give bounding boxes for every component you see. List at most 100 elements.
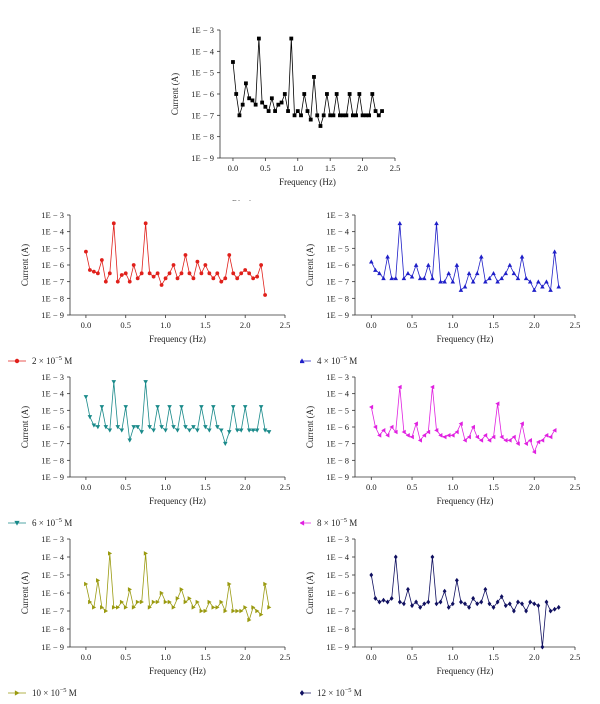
y-tick-label: 1E − 6 [326,422,349,432]
chart-panel: 1E − 3 1E − 4 1E − 5 1E − 6 1E − 7 1E − 8 1E −… [0,205,295,370]
data-point [491,434,496,440]
y-tick-label: 1E − 3 [41,534,64,544]
y-tick-label: 1E − 5 [326,405,349,415]
x-tick-label: 0.5 [120,482,131,492]
data-point [446,271,451,276]
data-point [450,279,456,284]
y-tick-label: 1E − 7 [326,439,349,449]
x-tick-label: 1.0 [447,320,458,330]
x-axis-label: Frequency (Hz) [437,334,494,344]
data-point [357,92,362,96]
data-point [462,284,468,289]
data-point [119,428,125,433]
data-point [495,599,500,605]
data-point [211,405,216,410]
data-point [434,428,439,433]
data-point [458,287,464,292]
data-point [354,113,359,118]
data-point [438,433,443,438]
chart-svg: 1E − 3 1E − 4 1E − 5 1E − 6 1E − 7 1E − 8 1E −… [8,372,290,528]
data-point [540,438,545,443]
data-point [262,428,268,433]
data-point [258,405,264,410]
chart-svg: 1E − 3 1E − 4 1E − 5 1E − 6 1E − 7 1E − 8 1E −… [8,534,291,698]
data-point [84,581,89,587]
data-point [410,603,414,609]
axis-lines [69,215,285,316]
data-point [253,102,258,107]
data-point [91,423,97,428]
data-point [255,274,260,279]
data-point [552,249,557,254]
data-point [393,554,398,560]
legend-marker [299,358,305,364]
data-point [389,276,394,281]
y-tick-label: 1E − 8 [41,455,64,465]
x-tick-label: 1.5 [200,320,211,330]
data-point [211,605,216,610]
data-point [442,434,447,440]
y-tick-label: 1E − 7 [191,110,214,120]
chart-panel: 1E − 3 1E − 4 1E − 5 1E − 6 1E − 7 1E − 8 1E −… [293,367,595,532]
data-point [219,279,224,284]
y-tick-label: 1E − 5 [326,243,349,253]
y-axis-label: Current (A) [305,406,315,448]
data-point [163,599,168,605]
data-point [155,405,160,410]
data-point [450,601,455,607]
data-point [438,279,443,284]
data-point [544,279,549,284]
data-point [397,384,402,390]
data-point [171,605,176,610]
data-point [556,604,561,610]
data-point [99,405,105,410]
y-tick-label: 1E − 6 [326,588,349,598]
data-point [195,259,200,264]
data-point [527,438,533,443]
data-point [350,113,355,118]
data-point [540,284,545,289]
data-point [381,597,386,603]
data-point [363,113,368,118]
data-point [409,434,414,440]
data-point [207,599,212,605]
data-point [389,424,394,430]
data-point [227,581,232,587]
data-point [203,425,208,430]
data-point [83,395,89,400]
data-point [191,605,196,610]
data-point [183,253,188,257]
data-point [292,113,297,118]
legend-marker [14,690,20,696]
data-point [163,276,168,281]
chart-panel: 1E − 3 1E − 4 1E − 5 1E − 6 1E − 7 1E − 8 1E −… [160,15,410,209]
data-point [409,274,415,279]
data-point [389,595,394,601]
x-tick-label: 2.5 [570,652,581,662]
data-point [325,92,329,96]
data-point [115,279,120,284]
legend-unit: M [352,688,362,698]
data-point [328,113,333,118]
data-point [401,429,406,435]
data-point [458,421,463,426]
data-point [237,113,242,118]
x-tick-label: 2.5 [280,652,291,662]
x-axis-label: Frequency (Hz) [437,666,494,676]
data-point [515,276,521,281]
x-axis-label: Frequency (Hz) [437,496,494,506]
y-tick-label: 1E − 3 [326,534,349,544]
data-point [250,98,255,103]
data-point [341,113,346,118]
legend-label: 12 × 10−5 M [317,687,362,698]
data-point [219,599,224,605]
data-point [507,438,512,443]
x-tick-label: 1.5 [488,482,499,492]
data-point [511,434,516,440]
data-point [503,271,509,276]
data-point [215,271,220,276]
data-point [369,259,374,264]
data-point [401,276,407,281]
x-tick-label: 1.5 [200,482,211,492]
data-point [239,608,244,614]
